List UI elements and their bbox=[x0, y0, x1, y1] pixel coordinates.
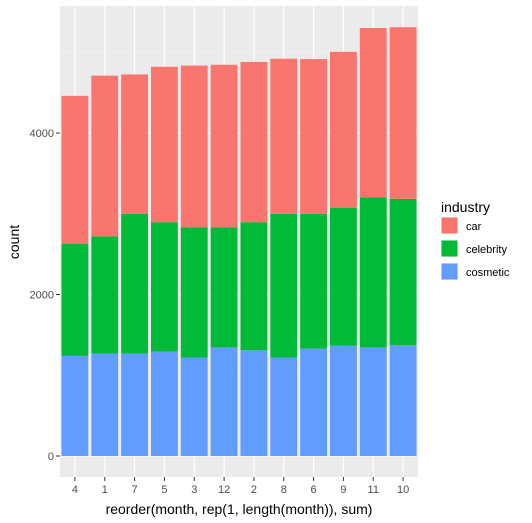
legend-swatch-cosmetic bbox=[441, 263, 458, 280]
bar-cosmetic-1 bbox=[91, 353, 119, 456]
x-tick-label: 3 bbox=[191, 484, 197, 496]
bar-car-2 bbox=[240, 61, 268, 223]
bar-cosmetic-8 bbox=[270, 357, 298, 456]
x-tick-label: 8 bbox=[281, 484, 287, 496]
bar-celebrity-10 bbox=[389, 198, 417, 345]
x-tick-label: 2 bbox=[251, 484, 257, 496]
bar-celebrity-7 bbox=[121, 213, 149, 354]
x-tick-label: 4 bbox=[72, 484, 78, 496]
bar-cosmetic-3 bbox=[180, 357, 208, 456]
bar-car-7 bbox=[121, 74, 149, 214]
bar-cosmetic-5 bbox=[150, 351, 178, 456]
bar-celebrity-12 bbox=[210, 227, 238, 348]
bar-car-1 bbox=[91, 75, 119, 237]
bar-car-3 bbox=[180, 65, 208, 228]
bar-car-9 bbox=[329, 51, 357, 208]
bar-car-5 bbox=[150, 66, 178, 223]
bar-cosmetic-6 bbox=[300, 348, 328, 456]
x-tick-label: 1 bbox=[102, 484, 108, 496]
legend-swatch-car bbox=[441, 217, 458, 234]
legend-label-celebrity: celebrity bbox=[466, 244, 507, 256]
y-tick-label: 0 bbox=[48, 451, 54, 463]
bar-celebrity-8 bbox=[270, 213, 298, 358]
bar-cosmetic-7 bbox=[121, 353, 149, 456]
bar-car-6 bbox=[300, 59, 328, 214]
y-axis-title: count bbox=[6, 225, 22, 259]
legend-title: industry bbox=[441, 199, 490, 215]
bar-celebrity-6 bbox=[300, 213, 328, 349]
bar-car-11 bbox=[359, 28, 387, 198]
x-tick-label: 10 bbox=[397, 484, 409, 496]
bar-celebrity-4 bbox=[61, 243, 89, 356]
x-tick-label: 11 bbox=[368, 484, 379, 496]
x-tick-label: 5 bbox=[161, 484, 167, 496]
y-axis: 0 2000 4000 bbox=[30, 128, 60, 463]
bar-cosmetic-4 bbox=[61, 355, 89, 456]
x-tick-label: 12 bbox=[218, 484, 230, 496]
bar-celebrity-9 bbox=[329, 207, 357, 346]
x-tick-label: 6 bbox=[311, 484, 317, 496]
bar-celebrity-3 bbox=[180, 227, 208, 358]
y-tick-label: 2000 bbox=[30, 290, 54, 302]
plot-panel bbox=[60, 6, 418, 477]
y-tick-label: 4000 bbox=[30, 128, 54, 140]
x-axis: 4 1 7 5 3 12 2 8 6 9 11 10 bbox=[72, 477, 409, 496]
bar-cosmetic-10 bbox=[389, 344, 417, 456]
bar-cosmetic-2 bbox=[240, 350, 268, 456]
x-tick-label: 7 bbox=[132, 484, 138, 496]
bar-celebrity-11 bbox=[359, 197, 387, 348]
bar-car-10 bbox=[389, 27, 417, 199]
bar-cosmetic-12 bbox=[210, 347, 238, 456]
legend-swatch-celebrity bbox=[441, 240, 458, 257]
legend: industry car celebrity cosmetic bbox=[441, 199, 510, 280]
bar-cosmetic-9 bbox=[329, 345, 357, 456]
legend-label-car: car bbox=[466, 221, 482, 233]
bar-car-12 bbox=[210, 64, 238, 228]
bar-cosmetic-11 bbox=[359, 347, 387, 456]
x-tick-label: 9 bbox=[340, 484, 346, 496]
bar-car-8 bbox=[270, 58, 298, 214]
x-axis-title: reorder(month, rep(1, length(month)), su… bbox=[106, 501, 373, 517]
bar-celebrity-1 bbox=[91, 236, 119, 354]
bar-celebrity-5 bbox=[150, 222, 178, 352]
bar-car-4 bbox=[61, 95, 89, 244]
bars bbox=[61, 27, 417, 456]
legend-label-cosmetic: cosmetic bbox=[466, 267, 510, 279]
bar-celebrity-2 bbox=[240, 222, 268, 351]
